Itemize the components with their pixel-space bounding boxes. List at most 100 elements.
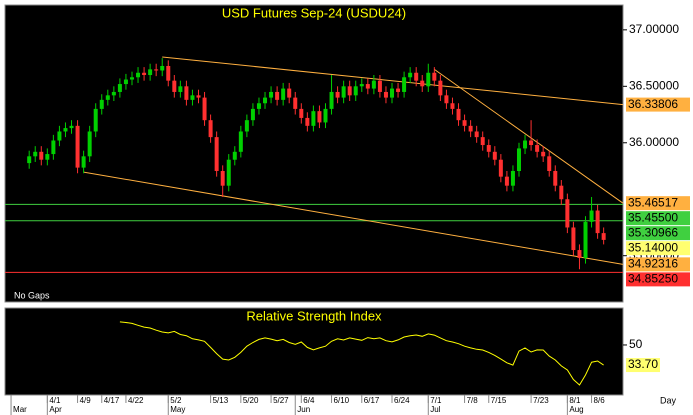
candle-body <box>456 108 461 121</box>
candle-body <box>208 120 213 138</box>
x-tick-label: 6/10 <box>334 396 350 405</box>
candle-body <box>432 72 437 81</box>
candle-body <box>238 131 243 152</box>
price-tag <box>626 257 690 272</box>
candle-body <box>565 199 570 228</box>
candle-body <box>123 79 128 85</box>
candle-body <box>184 86 189 100</box>
candle-body <box>202 97 207 121</box>
candle-body <box>105 95 110 100</box>
candle-body <box>408 72 413 78</box>
x-tick-label: 4/1 <box>49 396 61 405</box>
candle-body <box>420 80 425 87</box>
candle-body <box>311 111 316 126</box>
candle-body <box>583 221 588 258</box>
candle-body <box>27 156 32 164</box>
candle-body <box>595 210 600 234</box>
x-tick-label: 7/8 <box>467 396 479 405</box>
candle-body <box>462 120 467 126</box>
x-tick-label: 5/2 <box>170 396 182 405</box>
x-tick-label: 5/27 <box>273 396 289 405</box>
candle-body <box>75 125 80 168</box>
candle-body <box>414 72 419 81</box>
price-tag <box>626 211 690 226</box>
candle-body <box>377 80 382 92</box>
candle-body <box>148 69 153 76</box>
candle-body <box>323 108 328 123</box>
candle-body <box>263 97 268 104</box>
rsi-title: Relative Strength Index <box>246 308 382 323</box>
price-tag-label: 35.45500 <box>628 210 678 224</box>
candle-body <box>347 86 352 96</box>
price-tag-label: 35.14000 <box>628 240 678 254</box>
x-tick-label: 8/1 <box>569 396 581 405</box>
candle-body <box>93 108 98 132</box>
candle-body <box>136 72 141 78</box>
x-tick-label: 6/24 <box>394 396 410 405</box>
candle-body <box>51 140 56 155</box>
candle-body <box>480 137 485 146</box>
candle-body <box>45 154 50 160</box>
x-axis-label: Day <box>660 395 677 405</box>
x-tick-label: 5/20 <box>243 396 259 405</box>
x-major-label: Jul <box>430 405 440 414</box>
candle-body <box>329 91 334 109</box>
price-tag <box>626 97 690 112</box>
candle-body <box>178 86 183 92</box>
candle-body <box>142 72 147 76</box>
y-tick-label: 36.00000 <box>629 135 679 149</box>
x-tick-label: 6/17 <box>364 396 380 405</box>
candle-body <box>232 151 237 160</box>
candle-body <box>547 156 552 172</box>
x-tick-label: 8/6 <box>594 396 606 405</box>
candle-body <box>172 80 177 92</box>
rsi-tag-label: 33.70 <box>628 357 658 371</box>
candle-body <box>601 233 606 240</box>
x-tick-label: 4/22 <box>128 396 144 405</box>
candle-body <box>244 120 249 132</box>
price-tag-label: 34.85250 <box>628 272 678 286</box>
candle-body <box>281 88 286 100</box>
candle-body <box>117 84 122 92</box>
x-major-label: Apr <box>49 405 62 414</box>
candle-body <box>577 250 582 258</box>
trendline <box>83 171 624 265</box>
candle-body <box>99 99 104 109</box>
candle-body <box>160 65 165 71</box>
candle-body <box>535 145 540 152</box>
x-major-label: Jun <box>297 405 310 414</box>
candle-body <box>111 91 116 96</box>
candle-body <box>541 151 546 157</box>
candle-body <box>256 103 261 109</box>
candle-body <box>87 131 92 157</box>
candle-body <box>269 91 274 98</box>
price-tag <box>626 272 690 287</box>
price-panel <box>4 4 624 303</box>
chart-title: USD Futures Sep-24 (USDU24) <box>222 5 406 20</box>
candle-body <box>529 140 534 146</box>
note: No Gaps <box>14 290 50 300</box>
candle-body <box>287 88 292 98</box>
candle-body <box>154 69 159 71</box>
candle-body <box>293 97 298 109</box>
candle-body <box>129 77 134 80</box>
candle-body <box>516 148 521 172</box>
rsi-line <box>119 321 604 386</box>
candle-body <box>196 95 201 98</box>
rsi-panel <box>4 307 624 396</box>
price-tag <box>626 241 690 256</box>
candle-body <box>438 80 443 96</box>
candle-body <box>390 88 395 98</box>
candle-body <box>402 77 407 92</box>
candle-body <box>353 86 358 96</box>
candle-body <box>474 131 479 138</box>
candle-body <box>492 151 497 160</box>
candle-body <box>450 103 455 109</box>
trendline <box>434 68 624 204</box>
candle-body <box>166 65 171 81</box>
rsi-tag <box>626 358 660 373</box>
candle-body <box>317 111 322 123</box>
candle-body <box>63 128 68 132</box>
candle-body <box>39 151 44 160</box>
